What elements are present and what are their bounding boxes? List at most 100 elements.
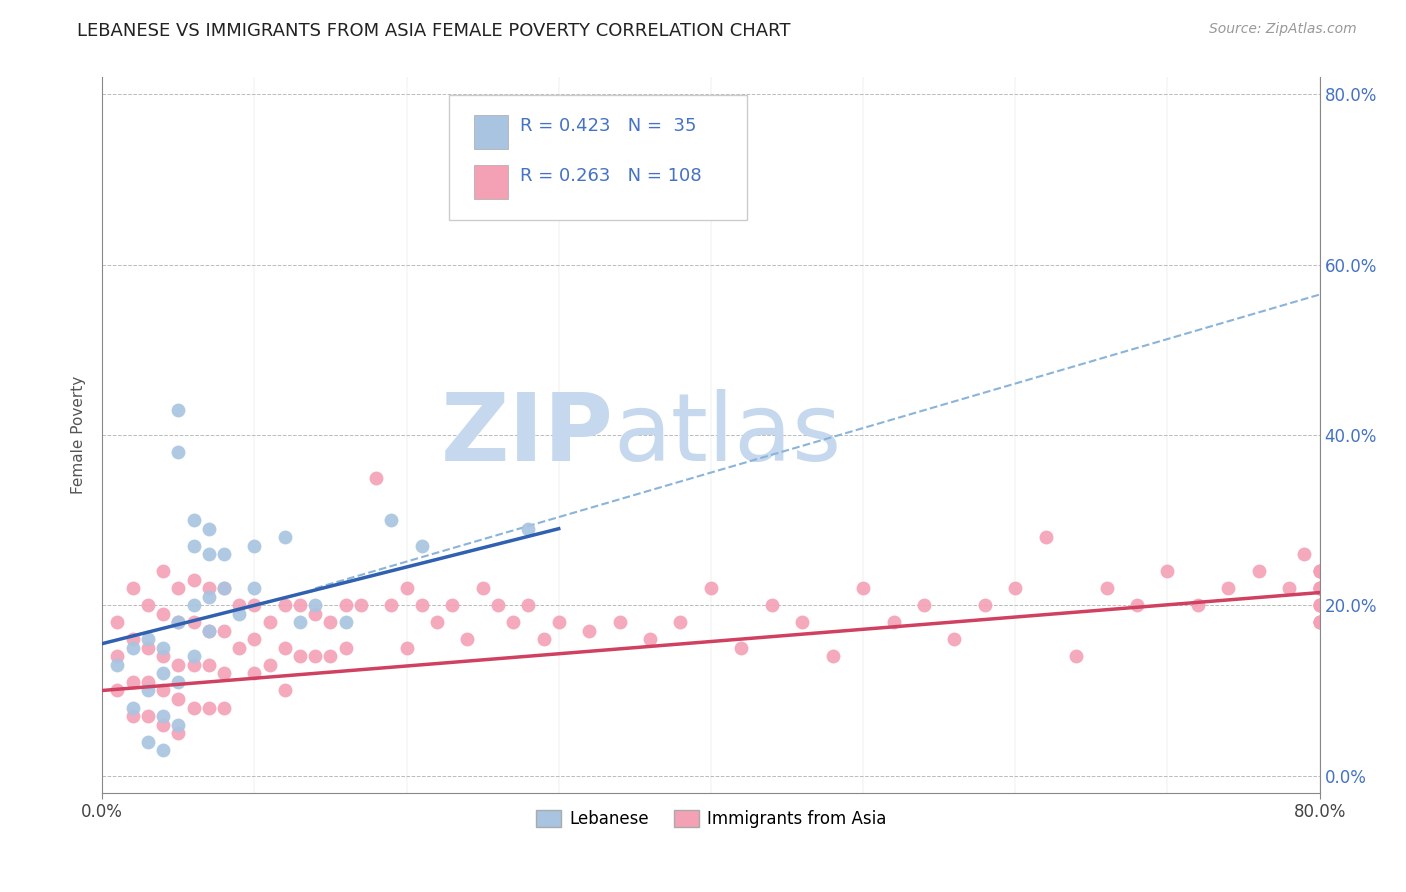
Point [152,640,174,655]
Point [912,599,935,613]
Point [943,632,966,647]
Point [1309,564,1331,578]
Point [288,649,311,664]
Point [700,582,723,596]
Point [197,582,219,596]
Y-axis label: Female Poverty: Female Poverty [72,376,86,494]
Point [319,615,342,630]
Point [152,564,174,578]
Point [183,573,205,587]
Point [366,470,388,484]
Point [533,632,555,647]
Point [167,675,190,690]
Point [152,607,174,621]
Text: R = 0.263   N = 108: R = 0.263 N = 108 [520,167,702,185]
Point [121,700,143,714]
Point [304,599,326,613]
Point [136,683,159,698]
Point [395,640,418,655]
Point [1309,582,1331,596]
Point [152,709,174,723]
Point [197,700,219,714]
Point [1309,615,1331,630]
Point [288,615,311,630]
Point [183,649,205,664]
Point [152,666,174,681]
Point [212,624,235,638]
FancyBboxPatch shape [474,165,508,199]
Point [212,582,235,596]
Point [1309,615,1331,630]
Point [167,717,190,731]
Point [167,582,190,596]
Point [167,692,190,706]
Point [1156,564,1178,578]
Point [243,582,266,596]
Point [335,640,357,655]
Point [350,599,373,613]
Point [107,683,129,698]
Point [167,445,190,459]
Point [1064,649,1087,664]
Point [426,615,449,630]
Point [335,599,357,613]
Point [107,615,129,630]
Point [1309,599,1331,613]
Point [502,615,524,630]
Point [197,522,219,536]
Point [319,649,342,664]
Point [183,615,205,630]
Point [1309,582,1331,596]
Point [167,726,190,740]
Point [183,513,205,527]
Point [197,547,219,561]
Point [471,582,494,596]
Point [411,539,433,553]
Point [243,539,266,553]
Point [243,599,266,613]
Point [1247,564,1270,578]
Point [1294,547,1316,561]
Point [1278,582,1301,596]
Point [274,530,297,544]
Point [1187,599,1209,613]
Point [212,582,235,596]
Point [1309,599,1331,613]
Point [517,522,540,536]
Point [1309,582,1331,596]
Point [152,743,174,757]
Point [1095,582,1118,596]
Point [411,599,433,613]
Point [228,607,250,621]
Point [638,632,661,647]
Point [1309,599,1331,613]
Point [1126,599,1149,613]
Point [441,599,464,613]
Point [243,666,266,681]
Point [456,632,478,647]
Point [486,599,509,613]
Text: atlas: atlas [613,389,842,481]
Point [1035,530,1057,544]
Point [167,657,190,672]
Point [212,547,235,561]
Point [136,675,159,690]
Point [183,657,205,672]
Point [197,657,219,672]
Point [228,640,250,655]
Point [1309,615,1331,630]
Point [821,649,844,664]
Point [792,615,814,630]
Point [973,599,995,613]
FancyBboxPatch shape [474,115,508,149]
Point [274,599,297,613]
Point [121,675,143,690]
Point [121,632,143,647]
Point [167,615,190,630]
Point [1309,582,1331,596]
Point [167,615,190,630]
Point [304,607,326,621]
Point [183,700,205,714]
Point [395,582,418,596]
Point [730,640,752,655]
